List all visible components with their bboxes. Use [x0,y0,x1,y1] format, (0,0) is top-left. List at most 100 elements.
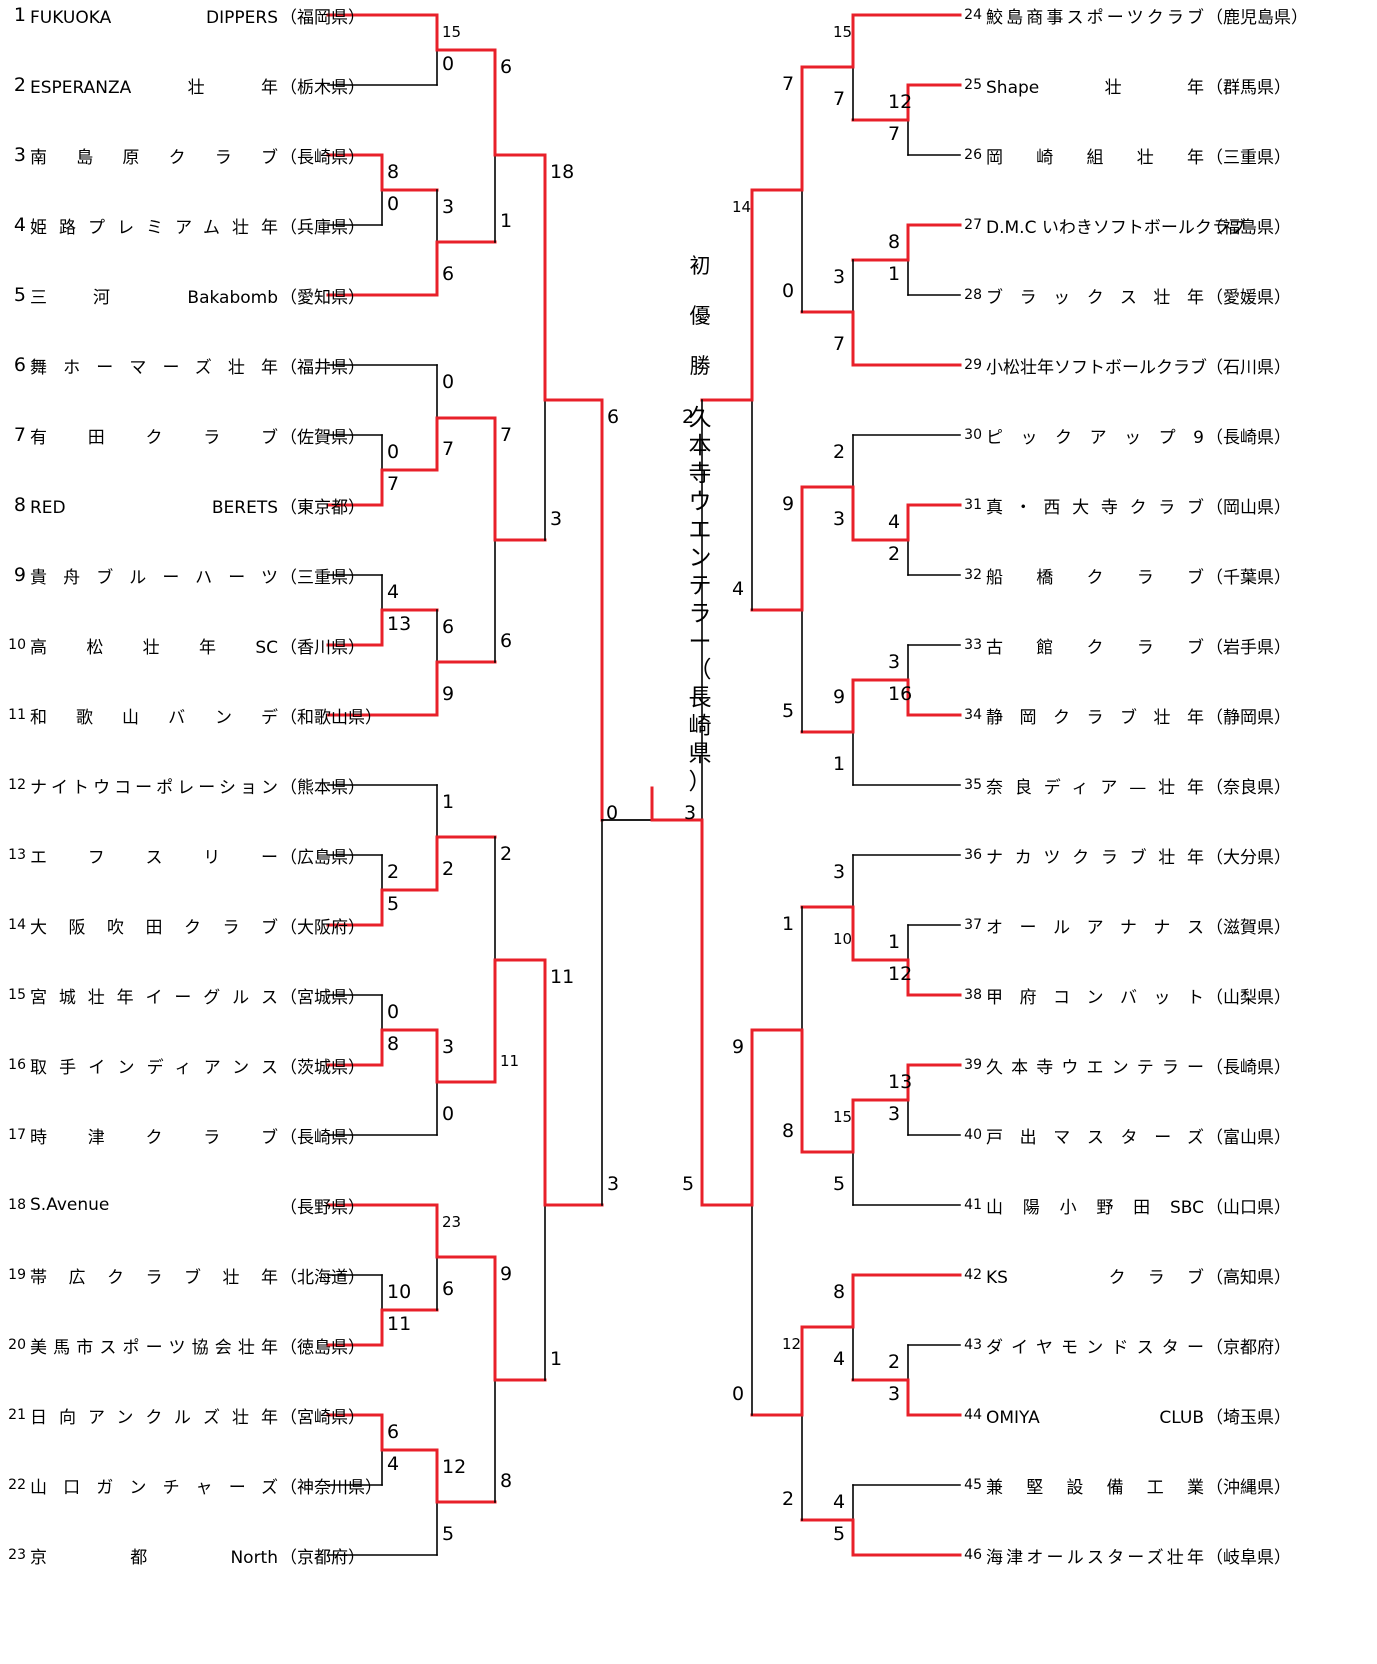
seed-number: 35 [964,777,982,793]
match-score: 6 [607,406,620,428]
team-name: 時津クラブ [30,1127,278,1148]
seed-number: 29 [964,357,982,373]
match-score: 12 [442,1456,467,1478]
team-entry: 28 ブラックス壮年 （愛媛県） [956,283,1291,308]
match-score: 9 [442,683,455,705]
team-entry: 27 D.M.C いわきソフトボールクラブ （福島県） [956,213,1291,238]
champion-char: 初 [689,254,711,278]
match-score: 1 [888,931,901,953]
team-name: ダイヤモンドスター [986,1337,1204,1358]
champion-team-char: 崎 [688,713,712,739]
team-entry: 46 海津オールスターズ壮年 （岐阜県） [956,1543,1291,1568]
champion-team-char: 長 [688,685,712,711]
champion-team-char: ラ [688,601,712,627]
team-entry: 42 KS クラブ （高知県） [956,1263,1291,1288]
match-score: 4 [387,581,400,603]
champion-team-char: ウ [688,489,712,515]
match-score: 0 [732,1383,745,1405]
match-score: 9 [732,1036,745,1058]
prefecture-label: （佐賀県） [280,427,365,448]
seed-number: 8 [13,494,26,516]
team-name: 海津オールスターズ壮年 [986,1547,1204,1568]
team-entry: 40 戸出マスターズ （富山県） [956,1123,1291,1148]
team-name: 奈良ディア—壮年 [986,777,1204,798]
team-entry: 8 RED BERETS （東京都） [4,493,365,518]
team-entry: 32 船橋クラブ （千葉県） [956,563,1291,588]
team-name: ピックアップ9 [986,427,1204,448]
team-entry: 6 舞ホーマーズ壮年 （福井県） [4,353,365,378]
match-score: 4 [833,1491,846,1513]
champion-team-char: 本 [688,433,712,459]
seed-number: 14 [8,917,26,933]
seed-number: 38 [964,987,982,1003]
prefecture-label: （滋賀県） [1206,917,1291,938]
seed-number: 24 [964,7,982,23]
team-entry: 34 静岡クラブ壮年 （静岡県） [956,703,1291,728]
seed-number: 21 [8,1407,26,1423]
team-entry: 13 エフスリー （広島県） [4,843,365,868]
match-score: 13 [387,613,412,635]
prefecture-label: （宮崎県） [280,1407,365,1428]
team-entry: 17 時津クラブ （長崎県） [4,1123,365,1148]
match-score: 8 [387,1033,400,1055]
team-name: 高松壮年SC [30,637,278,658]
match-score: 23 [442,1213,462,1231]
team-name: Shape 壮 年 [986,77,1204,98]
seed-number: 33 [964,637,982,653]
seed-number: 6 [13,354,26,376]
seed-number: 10 [8,637,26,653]
prefecture-label: （奈良県） [1206,777,1291,798]
seed-number: 46 [964,1547,982,1563]
match-score: 12 [782,1335,802,1353]
prefecture-label: （石川県） [1206,357,1291,378]
prefecture-label: （三重県） [280,567,365,588]
match-score: 1 [500,210,513,232]
match-score: 3 [442,1036,455,1058]
champion-team-char: エ [688,517,712,543]
team-entry: 15 宮城壮年イーグルス （宮城県） [4,983,365,1008]
match-score: 18 [550,161,575,183]
champion-team-char: ） [688,769,712,795]
match-score: 9 [782,493,795,515]
team-name: FUKUOKA DIPPERS [30,7,278,28]
match-score: 7 [833,333,846,355]
prefecture-label: （北海道） [280,1267,365,1288]
seed-number: 26 [964,147,982,163]
team-name: 三 河 Bakabomb [30,287,278,308]
team-entry: 39 久本寺ウエンテラー （長崎県） [956,1053,1291,1078]
team-entry: 37 オールアナナス （滋賀県） [956,913,1291,938]
prefecture-label: （香川県） [280,637,365,658]
champion-team-char: 寺 [688,461,712,487]
team-entry: 20 美馬市スポーツ協会壮年 （徳島県） [4,1333,365,1358]
prefecture-label: （福井県） [280,357,365,378]
match-score: 2 [387,861,400,883]
prefecture-label: （愛知県） [280,287,365,308]
match-score: 3 [888,1383,901,1405]
team-entry: 45 兼堅設備工業 （沖縄県） [956,1473,1291,1498]
prefecture-label: （広島県） [280,847,365,868]
match-score: 12 [888,91,913,113]
prefecture-label: （長崎県） [1206,1057,1291,1078]
team-entry: 24 鮫島商事スポーツクラブ （鹿児島県） [956,3,1308,28]
team-entry: 21 日向アンクルズ壮年 （宮崎県） [4,1403,365,1428]
seed-number: 3 [13,144,26,166]
team-name: 美馬市スポーツ協会壮年 [30,1337,278,1358]
prefecture-label: （岐阜県） [1206,1547,1291,1568]
match-score: 3 [833,266,846,288]
prefecture-label: （神奈川県） [280,1477,382,1498]
team-name: 山陽小野田SBC [986,1197,1204,1218]
match-score: 15 [442,23,462,41]
team-name: ナカツクラブ壮年 [986,847,1204,868]
match-score: 0 [442,371,455,393]
team-name: 甲府コンバット [986,987,1204,1008]
match-score: 3 [833,861,846,883]
champion-label: 初 優 勝 久本寺ウエンテラー（長崎県） [682,254,718,796]
seed-number: 13 [8,847,26,863]
team-entry: 22 山口ガンチャーズ （神奈川県） [4,1473,382,1498]
team-name: 静岡クラブ壮年 [986,707,1204,728]
match-score: 1 [888,263,901,285]
prefecture-label: （大阪府） [280,917,365,938]
team-name: 山口ガンチャーズ [30,1477,278,1498]
team-entry: 35 奈良ディア—壮年 （奈良県） [956,773,1291,798]
